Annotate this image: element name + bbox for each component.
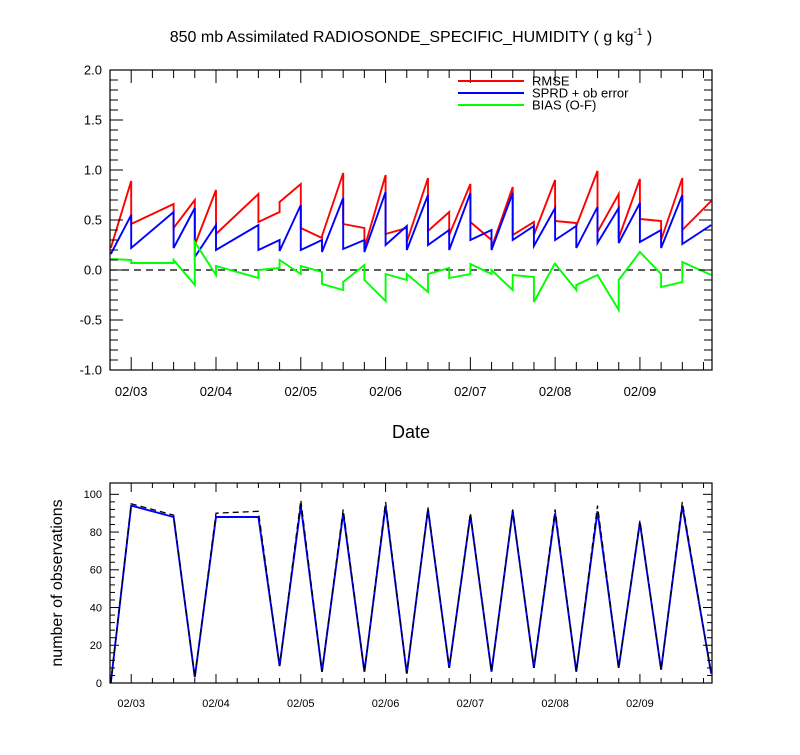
x-tick-label: 02/06	[369, 384, 402, 399]
x-tick-label: 02/06	[372, 698, 400, 710]
x-tick-label: 02/03	[117, 698, 145, 710]
series-line-bias-o-f	[110, 238, 712, 314]
x-tick-label: 02/07	[457, 698, 485, 710]
y-tick-label: 60	[90, 565, 102, 577]
legend-label: BIAS (O-F)	[532, 98, 596, 113]
x-tick-label: 02/05	[285, 384, 318, 399]
x-tick-label: 02/04	[200, 384, 233, 399]
y-tick-label: 1.0	[84, 163, 102, 178]
series-line-sprd-ob-error	[109, 191, 712, 261]
y-axis-label: number of observations	[49, 499, 66, 666]
chart-title: 850 mb Assimilated RADIOSONDE_SPECIFIC_H…	[170, 27, 653, 46]
y-tick-label: 2.0	[84, 63, 102, 78]
legend-label: SPRD + ob error	[532, 86, 629, 101]
y-tick-label: 0.5	[84, 213, 102, 228]
y-tick-label: 20	[90, 640, 102, 652]
y-tick-label: 0	[96, 678, 102, 690]
chart-title-main: 850 mb Assimilated RADIOSONDE_SPECIFIC_H…	[170, 29, 634, 46]
x-tick-label: 02/08	[539, 384, 572, 399]
top-plot: -1.0 -0.5 0.0 0.5 1.0 1.5 2.0 02/03 02/04 02/05 02…	[80, 27, 713, 442]
series-line-series-1	[110, 499, 712, 684]
chart-title-superscript: -1	[634, 27, 643, 38]
x-tick-label: 02/09	[626, 698, 654, 710]
plot-frame	[109, 482, 713, 684]
series-line-series-0	[109, 504, 713, 684]
plot-frame	[109, 69, 713, 371]
x-tick-label: 02/04	[202, 698, 230, 710]
x-tick-label: 02/07	[454, 384, 487, 399]
y-tick-label: 1.5	[84, 113, 102, 128]
x-tick-label: 02/03	[115, 384, 148, 399]
x-axis-label: Date	[392, 422, 430, 442]
chart-title-end: )	[642, 29, 652, 46]
x-tick-label: 02/08	[541, 698, 569, 710]
x-tick-label: 02/09	[624, 384, 657, 399]
y-tick-label: 0.0	[84, 263, 102, 278]
y-tick-label: 80	[90, 527, 102, 539]
bottom-plot: 0 20 40 60 80 100 02/03 02/04 02/05 02/06 02/07 02/…	[49, 482, 713, 710]
y-tick-label: 100	[84, 489, 102, 501]
y-tick-label: 40	[90, 602, 102, 614]
x-tick-label: 02/05	[287, 698, 315, 710]
y-tick-label: -1.0	[80, 363, 102, 378]
y-tick-label: -0.5	[80, 313, 102, 328]
legend-label: RMSE	[532, 74, 570, 89]
